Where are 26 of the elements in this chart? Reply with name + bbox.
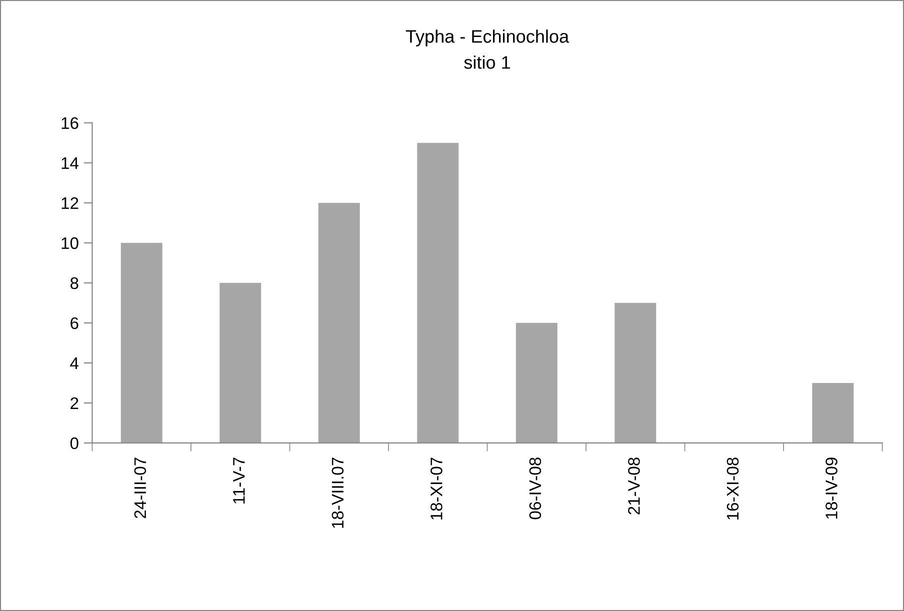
y-tick-label: 0: [70, 437, 78, 450]
x-tick-label: 11-V-7: [233, 458, 245, 504]
y-tick-label: 10: [62, 237, 78, 250]
bar: [417, 142, 459, 443]
bar: [614, 302, 656, 443]
y-tick-label: 6: [70, 317, 78, 330]
x-tick-label: 24-III-07: [134, 458, 146, 518]
y-tick-label: 2: [70, 397, 78, 409]
x-tick-label: 21-V-08: [628, 458, 640, 514]
x-tick-label: 06-IV-08: [529, 458, 542, 520]
bar: [812, 382, 854, 443]
bar: [120, 242, 162, 443]
x-tick-label: 18-IV-09: [826, 458, 838, 519]
y-tick-label: 16: [62, 117, 78, 130]
x-tick-label: 18-XI-07: [430, 458, 442, 520]
bar: [220, 282, 262, 443]
x-tick-label: 18-VIII.07: [332, 458, 344, 528]
bar: [318, 202, 360, 443]
bar: [516, 322, 558, 443]
y-tick-label: 4: [70, 358, 79, 369]
chart-title: Typha - Echinochloa: [406, 30, 570, 46]
y-tick-label: 8: [70, 277, 78, 290]
y-tick-label: 12: [62, 197, 78, 209]
x-tick-label: 16-XI-08: [726, 458, 739, 520]
chart-subtitle: sitio 1: [464, 56, 510, 69]
y-tick-label: 14: [62, 157, 79, 169]
